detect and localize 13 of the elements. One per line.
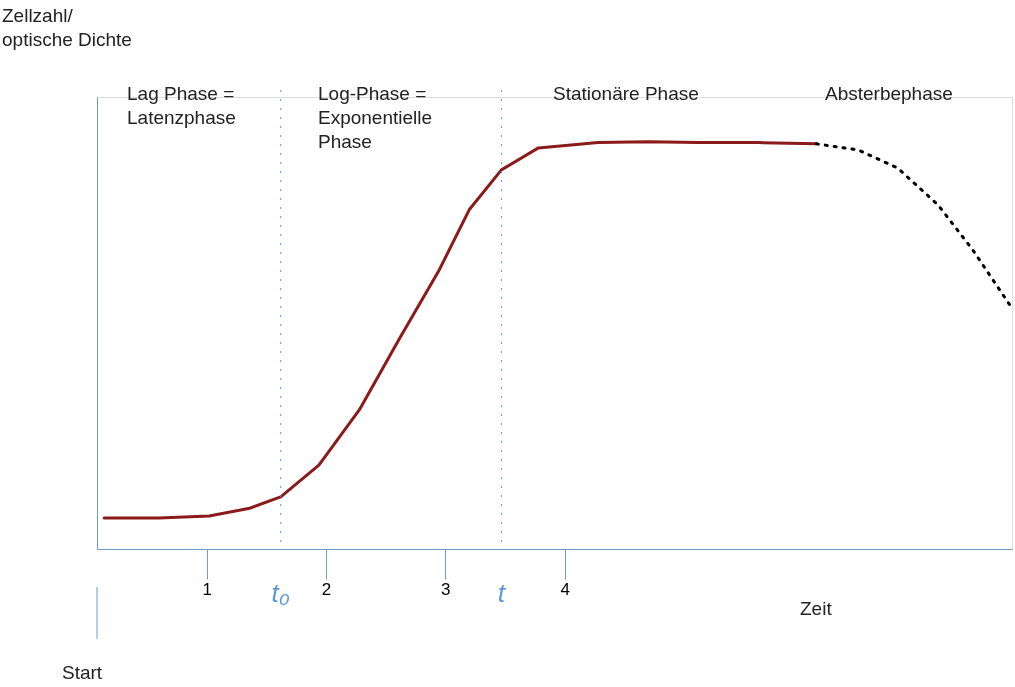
text: Absterbephase xyxy=(825,83,953,104)
ref-line-label: t xyxy=(497,578,507,608)
ref-line-label: t₀ xyxy=(271,578,290,608)
text: Start xyxy=(62,662,103,683)
x-tick-label: 2 xyxy=(321,579,332,599)
text: Lag Phase = Latenzphase xyxy=(127,83,236,128)
annotation: Log-Phase = Exponentielle Phase xyxy=(318,83,433,152)
x-tick-label: 1 xyxy=(202,579,212,599)
x-tick-label: 4 xyxy=(560,579,570,599)
x-tick-label: 3 xyxy=(441,579,451,599)
text: Zellzahl/ optische Dichte xyxy=(2,5,132,50)
text: Stationäre Phase xyxy=(553,83,699,104)
x-axis-title: Zeit xyxy=(800,598,833,619)
